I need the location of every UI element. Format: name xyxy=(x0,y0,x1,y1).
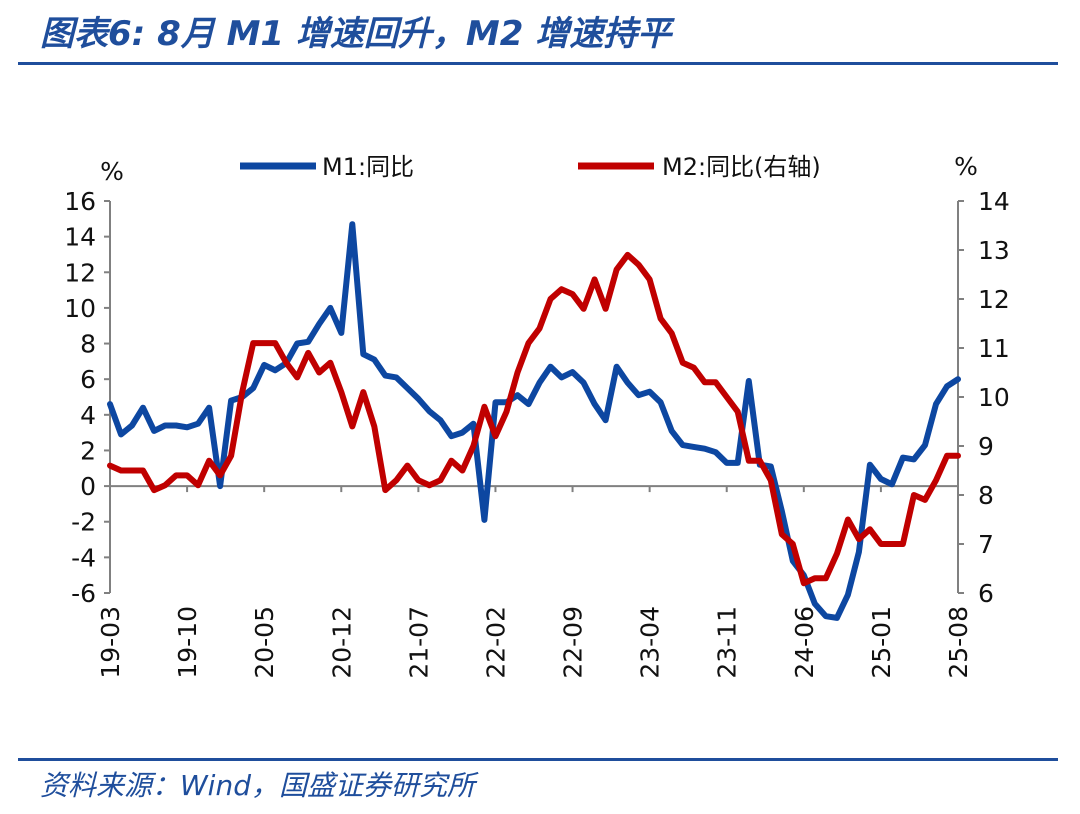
left-tick-label: -6 xyxy=(71,579,96,608)
series-group xyxy=(107,221,961,621)
x-tick-label: 23-11 xyxy=(713,606,742,679)
x-tick-label: 19-10 xyxy=(173,606,202,679)
x-tick-label: 24-06 xyxy=(790,606,819,679)
x-tick-label: 22-02 xyxy=(481,606,510,679)
left-tick-label: 8 xyxy=(80,330,96,359)
right-tick-label: 9 xyxy=(978,432,994,461)
left-tick-label: -4 xyxy=(71,543,96,572)
left-tick-label: 10 xyxy=(64,294,96,323)
x-tick-label: 22-09 xyxy=(559,606,588,679)
chart-canvas: 1614121086420-2-4-6%14131211109876%19-03… xyxy=(64,152,1010,679)
left-tick-label: 2 xyxy=(80,436,96,465)
left-tick-label: 6 xyxy=(80,365,96,394)
x-tick-label: 20-12 xyxy=(327,606,356,679)
x-tick-label: 20-05 xyxy=(250,606,279,679)
axes-group: 1614121086420-2-4-6%14131211109876%19-03… xyxy=(64,152,1010,679)
source-note: 资料来源：Wind，国盛证券研究所 xyxy=(40,769,475,802)
left-unit-label: % xyxy=(100,157,124,186)
left-tick-label: 14 xyxy=(64,223,96,252)
right-tick-label: 10 xyxy=(978,383,1010,412)
right-unit-label: % xyxy=(954,152,978,181)
left-tick-label: 0 xyxy=(80,472,96,501)
legend-label-m1: M1:同比 xyxy=(322,153,414,181)
right-tick-label: 6 xyxy=(978,579,994,608)
legend-label-m2: M2:同比(右轴) xyxy=(662,153,821,181)
right-tick-label: 14 xyxy=(978,187,1010,216)
m2-series-line xyxy=(107,251,961,587)
m1-series-line xyxy=(107,221,961,621)
right-tick-label: 12 xyxy=(978,285,1010,314)
x-tick-label: 25-08 xyxy=(944,606,973,679)
title-divider xyxy=(18,62,1058,65)
source-divider xyxy=(18,758,1058,761)
legend-group: M1:同比 M2:同比(右轴) xyxy=(240,153,821,181)
right-tick-label: 13 xyxy=(978,236,1010,265)
right-tick-label: 7 xyxy=(978,530,994,559)
left-tick-label: -2 xyxy=(71,508,96,537)
left-tick-label: 12 xyxy=(64,258,96,287)
left-tick-label: 16 xyxy=(64,187,96,216)
x-tick-label: 23-04 xyxy=(636,606,665,679)
right-tick-label: 8 xyxy=(978,481,994,510)
x-tick-label: 19-03 xyxy=(96,606,125,679)
chart-title: 图表6: 8月 M1 增速回升，M2 增速持平 xyxy=(40,14,672,54)
right-tick-label: 11 xyxy=(978,334,1010,363)
x-tick-label: 25-01 xyxy=(867,606,896,679)
left-tick-label: 4 xyxy=(80,401,96,430)
x-tick-label: 21-07 xyxy=(404,606,433,679)
